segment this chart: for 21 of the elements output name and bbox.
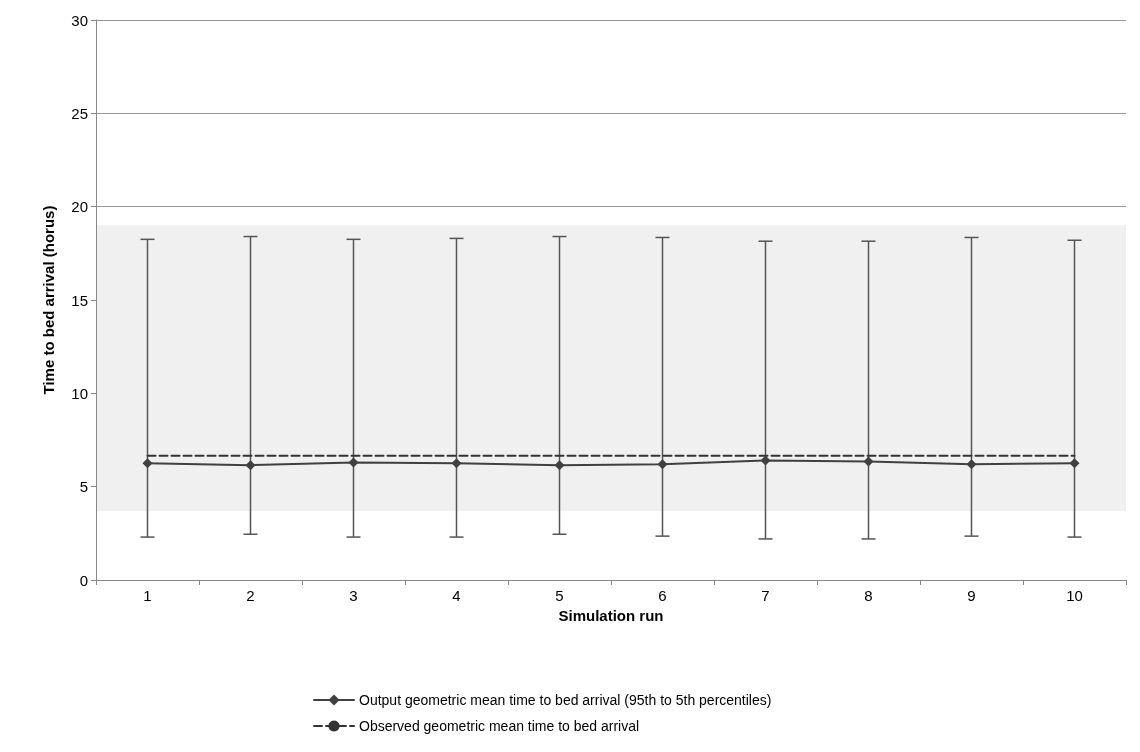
y-tick-label: 5 — [79, 478, 88, 496]
y-tick-label: 10 — [71, 384, 88, 402]
x-tick-label: 4 — [452, 587, 461, 604]
y-tick-label: 0 — [79, 571, 88, 589]
x-tick-label: 5 — [555, 587, 564, 604]
y-tick-label: 25 — [71, 104, 88, 122]
x-axis-title: Simulation run — [558, 607, 664, 624]
y-axis-title: Time to bed arrival (horus) — [40, 205, 57, 395]
legend-label: Observed geometric mean time to bed arrival — [359, 718, 640, 734]
x-tick-label: 3 — [349, 587, 358, 604]
y-tick-label: 15 — [71, 291, 88, 309]
x-tick-label: 2 — [246, 587, 255, 604]
x-tick-label: 6 — [658, 587, 667, 604]
legend-label: Output geometric mean time to bed arrival (95th to 5th percentiles) — [359, 692, 772, 708]
x-tick-label: 7 — [761, 587, 770, 604]
y-tick-label: 30 — [71, 11, 88, 29]
x-tick-label: 1 — [143, 587, 152, 604]
y-tick-label: 20 — [71, 198, 88, 216]
x-tick-label: 10 — [1066, 587, 1083, 604]
x-tick-label: 9 — [967, 587, 976, 604]
x-tick-label: 8 — [864, 587, 873, 604]
